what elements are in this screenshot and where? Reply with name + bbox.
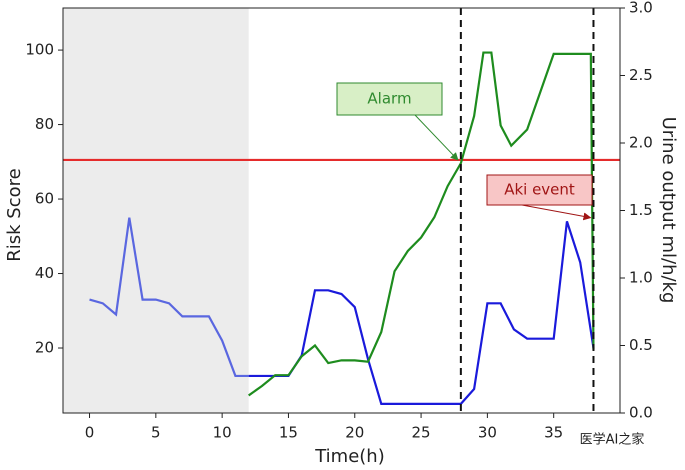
x-tick-label: 10 xyxy=(213,424,232,442)
annotation-box xyxy=(486,174,593,206)
y2-tick-label: 1.0 xyxy=(629,269,653,287)
shaded-region xyxy=(63,8,249,413)
y2-tick-label: 2.0 xyxy=(629,134,653,152)
x-tick-label: 25 xyxy=(412,424,431,442)
y-axis-label: Risk Score xyxy=(4,168,25,261)
y2-tick-label: 0.0 xyxy=(629,404,653,422)
annotation-box xyxy=(336,82,443,116)
y2-axis-label: Urine output ml/h/kg xyxy=(658,117,679,304)
x-tick-label: 35 xyxy=(544,424,563,442)
y2-tick-label: 1.5 xyxy=(629,201,653,219)
y-tick-label: 20 xyxy=(35,339,54,357)
y2-tick-label: 0.5 xyxy=(629,336,653,354)
x-tick-label: 5 xyxy=(151,424,161,442)
y2-tick-label: 3.0 xyxy=(629,0,653,17)
x-tick-label: 15 xyxy=(279,424,298,442)
x-tick-label: 0 xyxy=(85,424,95,442)
y-tick-label: 100 xyxy=(25,41,54,59)
y2-tick-label: 2.5 xyxy=(629,66,653,84)
y-tick-label: 60 xyxy=(35,190,54,208)
x-axis-label: Time(h) xyxy=(314,446,385,467)
annotation-text: Alarm xyxy=(367,90,411,108)
series-line xyxy=(248,221,595,405)
annotation-arrow xyxy=(414,114,459,161)
x-tick-label: 20 xyxy=(345,424,364,442)
annotation-text: Aki event xyxy=(504,181,575,199)
y-tick-label: 40 xyxy=(35,264,54,282)
watermark: 医学AI之家 xyxy=(580,432,645,448)
series-line xyxy=(89,217,249,378)
annotation-arrow xyxy=(521,204,592,221)
y-tick-label: 80 xyxy=(35,115,54,133)
series-line xyxy=(248,51,595,397)
x-tick-label: 30 xyxy=(478,424,497,442)
